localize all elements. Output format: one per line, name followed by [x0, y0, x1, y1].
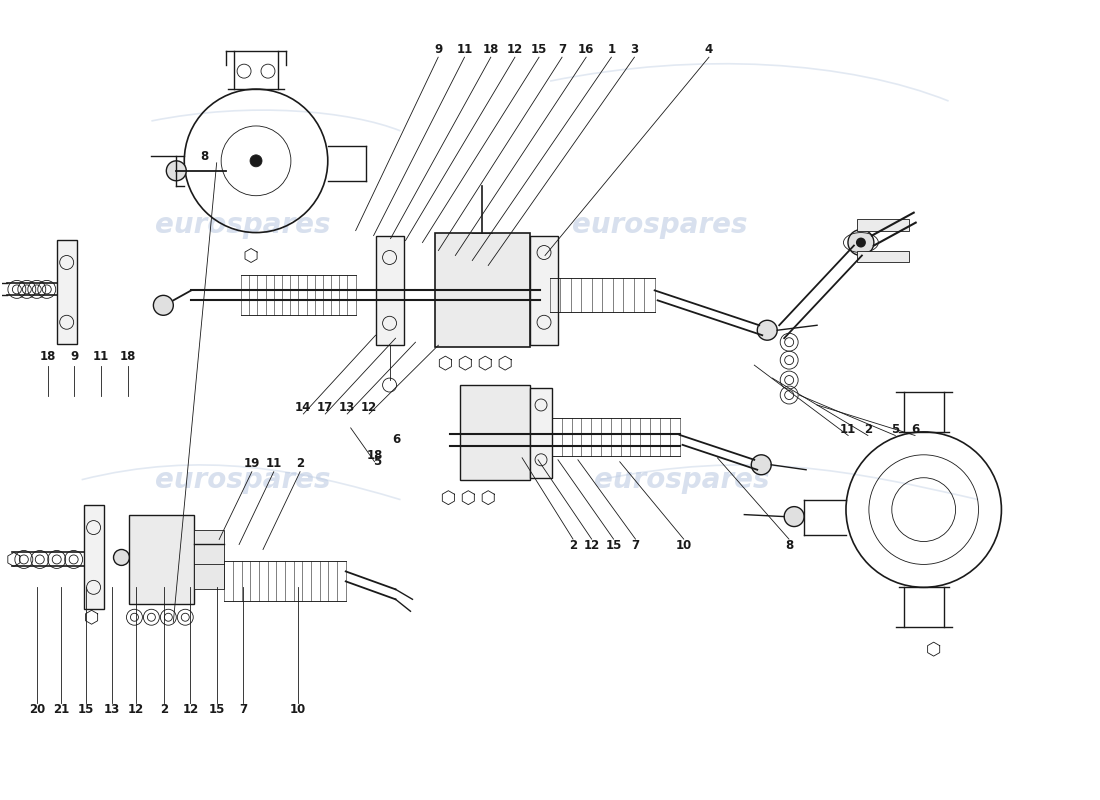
Text: 6: 6 [393, 434, 400, 446]
Bar [130, 514, 195, 604]
Text: 2: 2 [864, 423, 872, 436]
Bar [530, 388, 552, 478]
Text: 11: 11 [840, 423, 856, 436]
Text: 11: 11 [265, 458, 282, 470]
Text: eurospares: eurospares [594, 466, 769, 494]
Bar [857, 250, 909, 262]
Text: 7: 7 [631, 538, 639, 551]
Text: 12: 12 [507, 42, 522, 56]
Bar [530, 235, 558, 345]
Text: 8: 8 [200, 150, 209, 163]
Text: 9: 9 [434, 42, 442, 56]
Text: 17: 17 [317, 402, 333, 414]
Circle shape [166, 161, 186, 181]
Text: 10: 10 [289, 703, 306, 716]
Text: 15: 15 [605, 538, 621, 551]
Text: 15: 15 [531, 42, 547, 56]
Text: 1: 1 [607, 42, 615, 56]
Text: 13: 13 [339, 402, 355, 414]
Text: 2: 2 [569, 538, 578, 551]
Circle shape [856, 238, 866, 247]
Text: 18: 18 [40, 350, 56, 362]
Text: 9: 9 [70, 350, 78, 362]
Text: 18: 18 [120, 350, 136, 362]
Text: 7: 7 [239, 703, 248, 716]
Text: 12: 12 [128, 703, 144, 716]
Text: 12: 12 [183, 703, 199, 716]
Text: 6: 6 [911, 423, 920, 436]
Text: 5: 5 [891, 423, 900, 436]
Circle shape [848, 230, 873, 255]
Text: 11: 11 [456, 42, 473, 56]
Text: 19: 19 [244, 458, 260, 470]
Text: 2: 2 [296, 458, 304, 470]
Bar [57, 239, 77, 344]
Text: 5: 5 [373, 455, 381, 468]
Circle shape [250, 155, 262, 167]
Text: 12: 12 [361, 402, 377, 414]
Bar [375, 235, 404, 345]
Text: 15: 15 [209, 703, 224, 716]
Bar [84, 505, 103, 610]
Text: 16: 16 [578, 42, 594, 56]
Text: 11: 11 [92, 350, 109, 362]
Text: 10: 10 [675, 538, 692, 551]
Text: 20: 20 [29, 703, 45, 716]
Circle shape [153, 295, 174, 315]
Bar [857, 218, 909, 230]
Text: 18: 18 [483, 42, 499, 56]
Text: 7: 7 [558, 42, 566, 56]
Bar [195, 530, 224, 590]
Text: 3: 3 [630, 42, 638, 56]
Text: 8: 8 [784, 538, 793, 551]
Circle shape [113, 550, 130, 566]
Bar [460, 385, 530, 480]
Text: 21: 21 [53, 703, 69, 716]
Text: 14: 14 [295, 402, 311, 414]
Circle shape [784, 506, 804, 526]
Circle shape [757, 320, 778, 340]
Text: eurospares: eurospares [155, 466, 331, 494]
Text: eurospares: eurospares [572, 210, 747, 238]
Text: 4: 4 [705, 42, 713, 56]
Circle shape [751, 455, 771, 474]
Text: 18: 18 [366, 450, 383, 462]
Text: 15: 15 [78, 703, 95, 716]
Text: 13: 13 [103, 703, 120, 716]
Text: eurospares: eurospares [155, 210, 331, 238]
Text: 2: 2 [161, 703, 168, 716]
Text: 12: 12 [583, 538, 600, 551]
Bar [436, 233, 530, 347]
